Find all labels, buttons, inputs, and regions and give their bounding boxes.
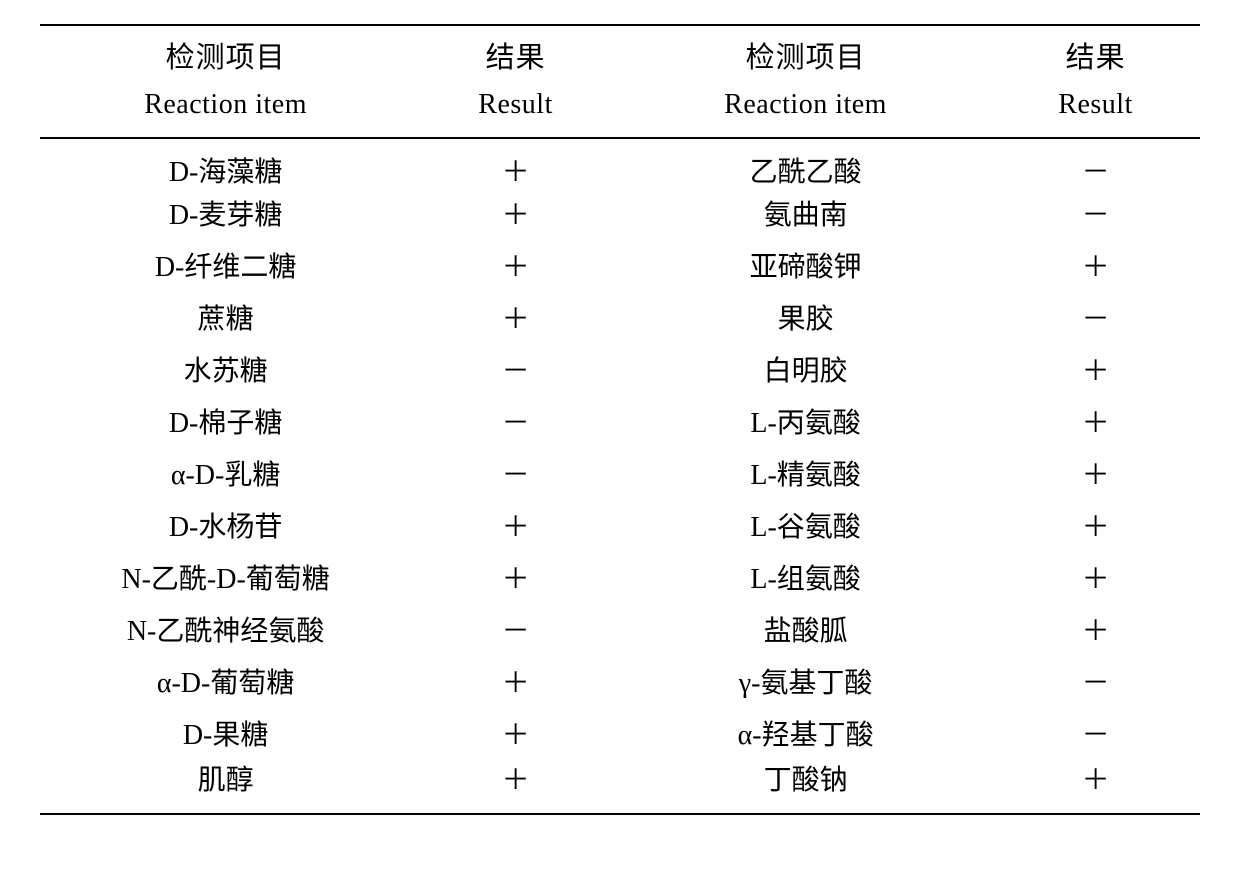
cell-right-item: 丁酸钠	[620, 762, 991, 814]
header-en: Reaction item	[40, 91, 411, 119]
cell-right-result: －	[991, 138, 1200, 190]
cell-right-result: －	[991, 190, 1200, 242]
cell-right-result: ＋	[991, 554, 1200, 606]
table-row: D-纤维二糖＋亚碲酸钾＋	[40, 242, 1200, 294]
cell-left-item: D-纤维二糖	[40, 242, 411, 294]
cell-left-result: ＋	[411, 554, 620, 606]
cell-left-result: －	[411, 606, 620, 658]
table-row: 蔗糖＋果胶－	[40, 294, 1200, 346]
table-row: D-水杨苷＋L-谷氨酸＋	[40, 502, 1200, 554]
cell-left-result: ＋	[411, 762, 620, 814]
table-row: D-海藻糖＋乙酰乙酸－	[40, 138, 1200, 190]
header-cn: 结果	[411, 44, 620, 73]
cell-left-item: 水苏糖	[40, 346, 411, 398]
header-cn: 检测项目	[620, 44, 991, 73]
table-row: D-果糖＋α-羟基丁酸－	[40, 710, 1200, 762]
cell-right-result: ＋	[991, 502, 1200, 554]
cell-left-result: ＋	[411, 190, 620, 242]
cell-right-item: L-丙氨酸	[620, 398, 991, 450]
table-row: D-麦芽糖＋氨曲南－	[40, 190, 1200, 242]
cell-left-result: ＋	[411, 294, 620, 346]
cell-left-item: D-棉子糖	[40, 398, 411, 450]
cell-right-result: ＋	[991, 762, 1200, 814]
table-header: 检测项目 Reaction item 结果 Result 检测项目 Reacti…	[40, 25, 1200, 138]
cell-right-item: L-精氨酸	[620, 450, 991, 502]
cell-right-item: 盐酸胍	[620, 606, 991, 658]
table-row: N-乙酰神经氨酸－盐酸胍＋	[40, 606, 1200, 658]
cell-right-result: ＋	[991, 606, 1200, 658]
cell-left-item: 肌醇	[40, 762, 411, 814]
header-en: Result	[411, 91, 620, 119]
cell-right-result: ＋	[991, 346, 1200, 398]
cell-left-item: α-D-葡萄糖	[40, 658, 411, 710]
cell-right-result: ＋	[991, 398, 1200, 450]
cell-left-item: D-水杨苷	[40, 502, 411, 554]
header-en: Reaction item	[620, 91, 991, 119]
table-row: N-乙酰-D-葡萄糖＋L-组氨酸＋	[40, 554, 1200, 606]
cell-right-result: ＋	[991, 450, 1200, 502]
cell-left-result: ＋	[411, 138, 620, 190]
cell-right-result: －	[991, 294, 1200, 346]
header-cn: 检测项目	[40, 44, 411, 73]
cell-right-item: L-组氨酸	[620, 554, 991, 606]
cell-right-result: －	[991, 658, 1200, 710]
header-en: Result	[991, 91, 1200, 119]
cell-left-item: D-海藻糖	[40, 138, 411, 190]
cell-left-result: －	[411, 398, 620, 450]
cell-left-item: N-乙酰神经氨酸	[40, 606, 411, 658]
cell-left-item: D-果糖	[40, 710, 411, 762]
cell-left-item: D-麦芽糖	[40, 190, 411, 242]
cell-right-item: 果胶	[620, 294, 991, 346]
cell-right-item: 氨曲南	[620, 190, 991, 242]
cell-left-result: ＋	[411, 658, 620, 710]
cell-left-item: α-D-乳糖	[40, 450, 411, 502]
cell-right-item: γ-氨基丁酸	[620, 658, 991, 710]
table-row: 水苏糖－白明胶＋	[40, 346, 1200, 398]
cell-left-item: N-乙酰-D-葡萄糖	[40, 554, 411, 606]
cell-right-result: －	[991, 710, 1200, 762]
page: 检测项目 Reaction item 结果 Result 检测项目 Reacti…	[0, 0, 1240, 815]
cell-right-result: ＋	[991, 242, 1200, 294]
header-cn: 结果	[991, 44, 1200, 73]
cell-left-result: －	[411, 450, 620, 502]
col-header-right-result: 结果 Result	[991, 25, 1200, 138]
header-row: 检测项目 Reaction item 结果 Result 检测项目 Reacti…	[40, 25, 1200, 138]
table-row: α-D-乳糖－L-精氨酸＋	[40, 450, 1200, 502]
col-header-left-result: 结果 Result	[411, 25, 620, 138]
cell-left-result: －	[411, 346, 620, 398]
cell-right-item: 白明胶	[620, 346, 991, 398]
cell-left-result: ＋	[411, 242, 620, 294]
table-row: D-棉子糖－L-丙氨酸＋	[40, 398, 1200, 450]
cell-right-item: L-谷氨酸	[620, 502, 991, 554]
cell-right-item: 亚碲酸钾	[620, 242, 991, 294]
cell-right-item: α-羟基丁酸	[620, 710, 991, 762]
cell-left-result: ＋	[411, 710, 620, 762]
col-header-right-item: 检测项目 Reaction item	[620, 25, 991, 138]
table-row: α-D-葡萄糖＋γ-氨基丁酸－	[40, 658, 1200, 710]
cell-left-item: 蔗糖	[40, 294, 411, 346]
reaction-results-table: 检测项目 Reaction item 结果 Result 检测项目 Reacti…	[40, 24, 1200, 815]
table-row: 肌醇＋丁酸钠＋	[40, 762, 1200, 814]
col-header-left-item: 检测项目 Reaction item	[40, 25, 411, 138]
cell-left-result: ＋	[411, 502, 620, 554]
table-body: D-海藻糖＋乙酰乙酸－D-麦芽糖＋氨曲南－D-纤维二糖＋亚碲酸钾＋蔗糖＋果胶－水…	[40, 138, 1200, 814]
cell-right-item: 乙酰乙酸	[620, 138, 991, 190]
